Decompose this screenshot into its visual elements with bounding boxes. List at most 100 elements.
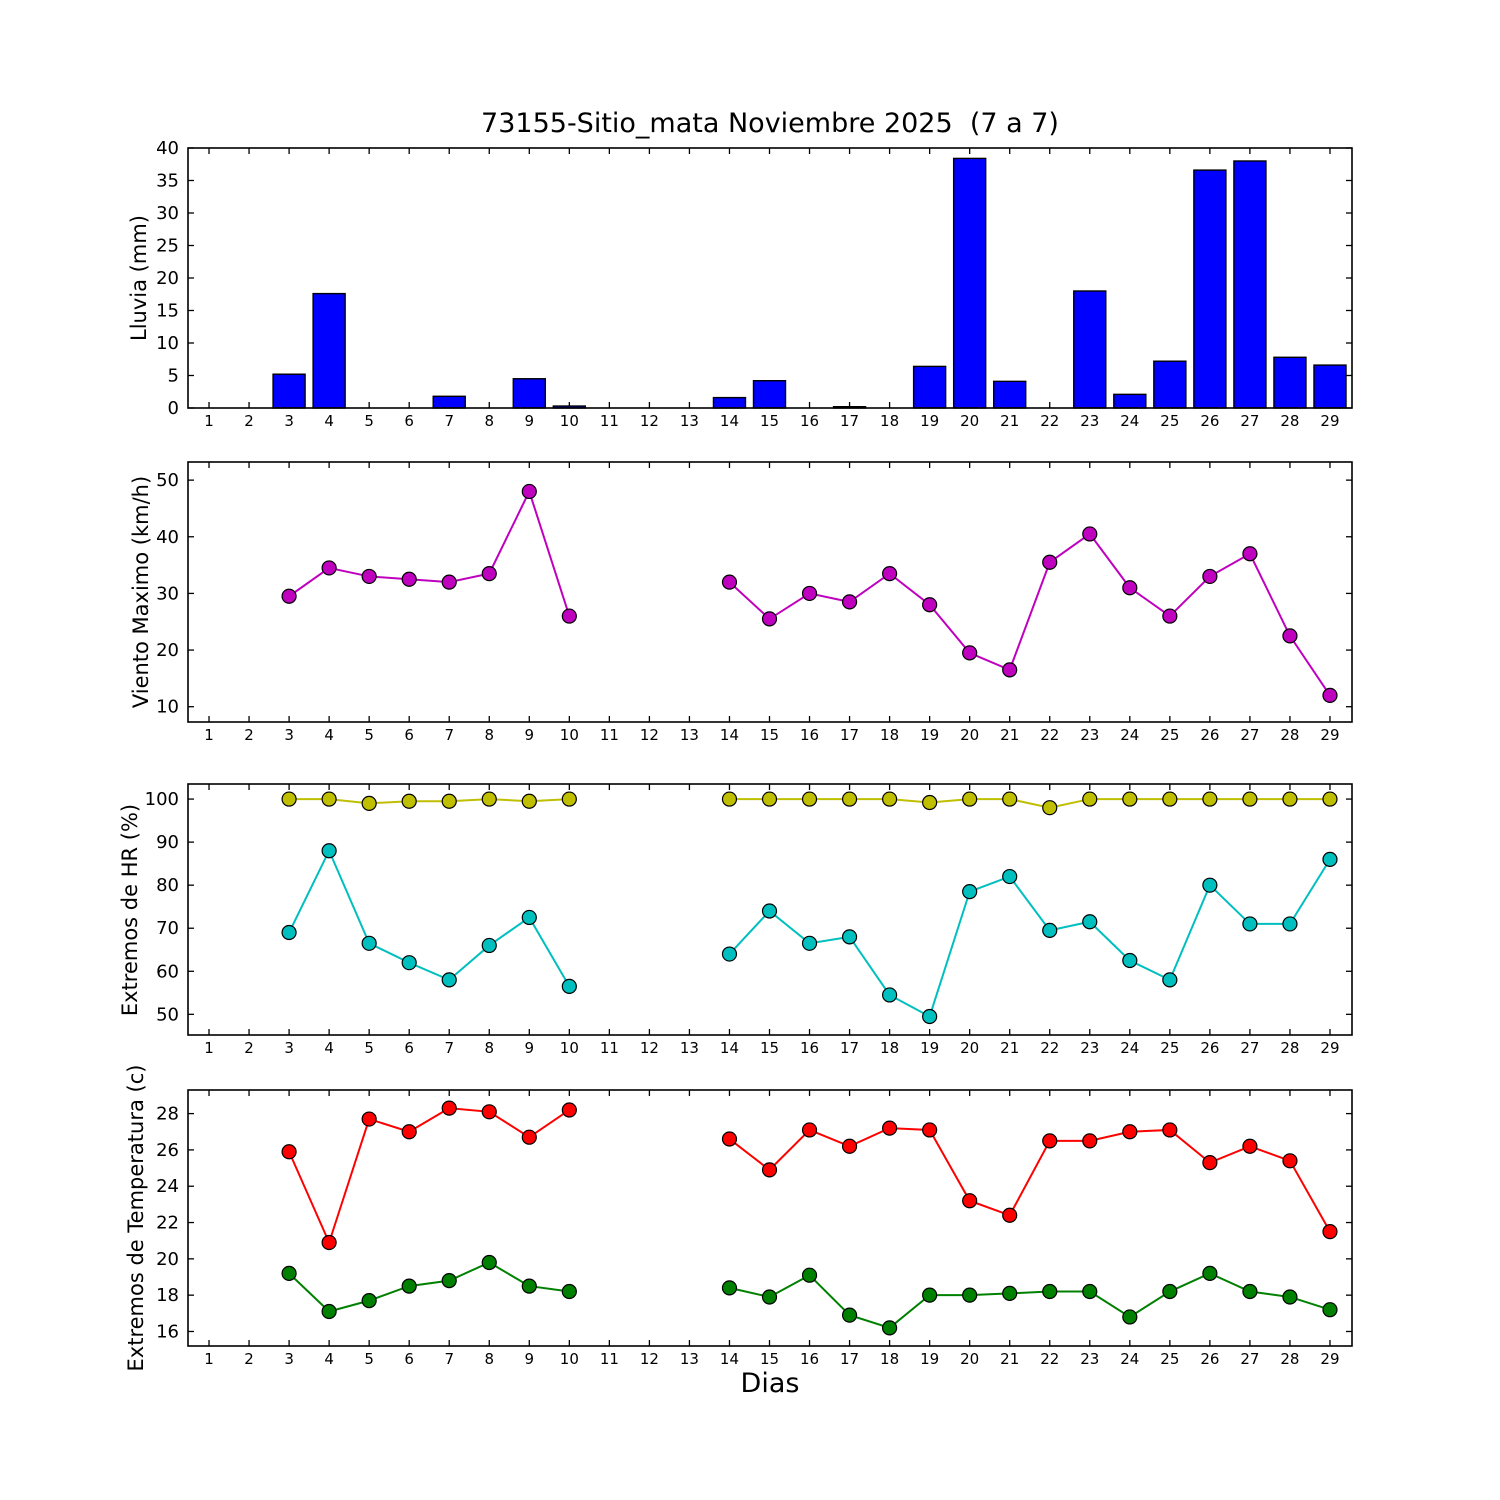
hr-maxima-point-day-18 [881,791,898,807]
temperatura-y-tick-labels: 16 18 20 22 24 26 28 [156,1104,179,1343]
svg-text:17: 17 [840,726,859,744]
temperatura-minima-point-day-15 [761,1289,778,1305]
svg-text:40: 40 [156,527,179,548]
viento-maximo-point-day-28 [1282,628,1298,644]
svg-text:12: 12 [640,726,659,744]
temperatura-maxima-point-day-25 [1162,1122,1178,1138]
viento-maximo-point-day-4 [321,560,337,576]
lluvia-bar-day-26 [1193,169,1227,409]
svg-text:26: 26 [1200,726,1219,744]
svg-text:20: 20 [960,412,979,430]
svg-text:3: 3 [284,726,294,744]
svg-text:7: 7 [444,726,454,744]
temperatura-maxima-point-day-21 [1002,1207,1018,1223]
hr-minima-point-day-8 [481,937,497,954]
hr-maxima-point-day-27 [1242,791,1258,807]
svg-text:15: 15 [760,1350,779,1368]
svg-text:27: 27 [1240,412,1259,430]
hr-maxima-series [281,791,1338,816]
temperatura-maxima-point-day-15 [761,1162,778,1178]
svg-text:5: 5 [168,366,179,387]
svg-text:28: 28 [1280,1350,1299,1368]
temperatura-minima-point-day-4 [321,1303,337,1320]
hr-panel: 1 2 3 4 5 6 7 8 9 10 11 12 13 14 15 16 17 18 19 20 21 22 23 24 2… [0,783,1500,1075]
svg-text:1: 1 [204,726,214,744]
svg-text:3: 3 [284,1039,294,1057]
hr-maxima-point-day-25 [1162,791,1178,807]
svg-text:23: 23 [1080,1039,1099,1057]
svg-text:21: 21 [1000,1350,1019,1368]
viento-maximo-point-day-22 [1042,554,1058,570]
hr-maxima-point-day-14 [721,791,738,807]
svg-text:1: 1 [204,1039,214,1057]
viento-maximo-point-day-14 [721,574,738,590]
svg-text:6: 6 [404,726,414,744]
svg-text:25: 25 [1160,1039,1179,1057]
svg-text:6: 6 [404,412,414,430]
viento-maximo-point-day-16 [801,585,818,602]
hr-minima-point-day-20 [962,884,978,900]
svg-text:11: 11 [600,412,619,430]
temperatura-minima-point-day-24 [1122,1309,1138,1325]
hr-maxima-point-day-16 [801,791,818,807]
hr-maxima-point-day-17 [841,791,858,807]
lluvia-x-tick-labels: 1 2 3 4 5 6 7 8 9 10 11 12 13 14 15 16 17 18 19 20 21 22 23 24 2… [204,412,1339,430]
svg-text:16: 16 [156,1321,179,1342]
temperatura-minima-point-day-19 [922,1287,938,1303]
temperatura-minima-point-day-21 [1002,1285,1018,1301]
svg-text:9: 9 [525,726,535,744]
hr-minima-point-day-9 [521,909,537,926]
svg-text:4: 4 [324,1350,334,1368]
svg-text:2: 2 [244,412,254,430]
temperatura-y-ticks [188,1112,1352,1333]
hr-maxima-point-day-19 [922,794,938,811]
svg-text:3: 3 [284,1350,294,1368]
temperatura-minima-point-day-29 [1322,1302,1338,1318]
svg-text:0: 0 [168,398,179,419]
svg-text:16: 16 [800,1039,819,1057]
temperatura-maxima-point-day-23 [1082,1133,1098,1149]
temperatura-maxima-point-day-22 [1042,1133,1058,1149]
svg-text:18: 18 [880,1039,899,1057]
svg-text:21: 21 [1000,1039,1019,1057]
viento-frame [187,461,1353,723]
viento-maximo-point-day-17 [841,594,858,610]
lluvia-bar-day-15 [752,379,787,409]
temperatura-minima-point-day-20 [962,1287,978,1303]
svg-text:15: 15 [760,1039,779,1057]
svg-text:23: 23 [1080,1350,1099,1368]
viento-y-ticks [188,479,1352,708]
hr-minima-point-day-19 [922,1008,938,1025]
hr-maxima-point-day-6 [401,793,417,809]
temperatura-maxima-point-day-26 [1202,1155,1218,1171]
hr-maxima-point-day-26 [1202,791,1218,807]
lluvia-bar-day-9 [512,378,547,409]
svg-text:25: 25 [156,236,179,257]
svg-text:6: 6 [404,1350,414,1368]
viento-maximo-point-day-18 [881,565,898,582]
viento-maximo-point-day-20 [962,645,978,661]
hr-minima-point-day-28 [1282,916,1298,932]
temperatura-maxima-point-day-6 [401,1124,417,1140]
hr-maxima-point-day-8 [481,791,497,807]
svg-text:60: 60 [156,961,179,982]
temperatura-minima-point-day-10 [561,1283,577,1300]
hr-minima-point-day-7 [441,972,457,988]
svg-text:2: 2 [244,1350,254,1368]
lluvia-bar-day-29 [1313,364,1347,409]
svg-text:24: 24 [1120,726,1139,744]
svg-text:30: 30 [156,583,179,604]
hr-maxima-point-day-21 [1002,791,1018,807]
svg-text:1: 1 [204,1350,214,1368]
svg-text:29: 29 [1320,1350,1339,1368]
viento-x-ticks [208,462,1331,722]
hr-x-tick-labels: 1 2 3 4 5 6 7 8 9 10 11 12 13 14 15 16 17 18 19 20 21 22 23 24 2… [204,1039,1339,1057]
lluvia-panel: 1 2 3 4 5 6 7 8 9 10 11 12 13 14 15 16 17 18 19 20 21 22 23 24 2… [0,138,1500,448]
hr-minima-point-day-23 [1082,914,1098,930]
temperatura-panel: 1 2 3 4 5 6 7 8 9 10 11 12 13 14 15 16 17 18 19 20 21 22 23 24 2… [0,1089,1500,1386]
svg-text:21: 21 [1000,412,1019,430]
temperatura-maxima-point-day-17 [841,1138,858,1154]
svg-text:24: 24 [1120,412,1139,430]
svg-text:12: 12 [640,1039,659,1057]
